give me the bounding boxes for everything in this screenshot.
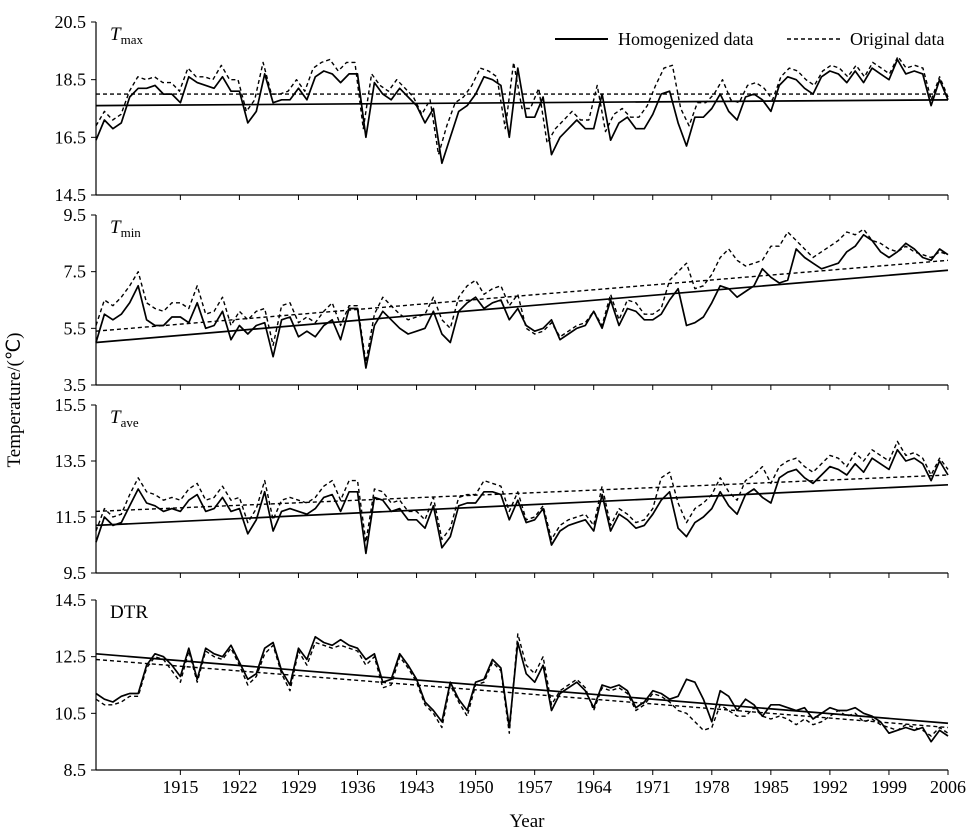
homogenized-data-line	[95, 448, 949, 555]
x-tick-label: 1971	[635, 777, 671, 797]
homogenized-trend-line	[95, 269, 949, 344]
x-tick-label: 1964	[576, 777, 612, 797]
original-trend-line	[95, 658, 949, 729]
panel-label: DTR	[110, 602, 148, 623]
x-tick-label: 1957	[517, 777, 553, 797]
homogenized-trend-line	[95, 99, 949, 107]
original-trend-line	[95, 474, 949, 513]
legend: Homogenized data Original data	[555, 29, 944, 49]
panel-label: Tmin	[110, 217, 141, 240]
y-tick-label: 14.5	[55, 185, 87, 205]
y-tick-label: 11.5	[55, 507, 86, 527]
original-data-line	[95, 228, 949, 363]
homogenized-data-line	[95, 233, 949, 369]
y-tick-label: 15.5	[55, 395, 87, 415]
x-tick-label: 1929	[280, 777, 316, 797]
x-tick-label: 1922	[221, 777, 257, 797]
y-tick-label: 7.5	[64, 262, 87, 282]
y-tick-label: 12.5	[55, 647, 87, 667]
original-data-line	[95, 440, 949, 543]
panel-3: 15.5 13.5 11.5 9.5 Tave	[55, 395, 949, 583]
y-axis-label: Temperature/(℃)	[4, 333, 25, 468]
y-tick-label: 10.5	[55, 703, 87, 723]
legend-label-original: Original data	[850, 29, 944, 49]
x-tick-label: 1992	[812, 777, 848, 797]
homogenized-data-line	[95, 635, 949, 743]
y-tick-label: 14.5	[55, 590, 87, 610]
y-tick-label: 9.5	[64, 563, 87, 583]
chart-panels: 20.5 18.5 16.5 14.5 Tmax 9.5 7.5 5.5 3.5 Tmin 15.5…	[55, 12, 949, 780]
x-axis-label: Year	[509, 811, 545, 832]
x-tick-label: 1999	[871, 777, 907, 797]
y-tick-label: 13.5	[55, 451, 87, 471]
y-tick-label: 9.5	[64, 205, 87, 225]
panel-1: 20.5 18.5 16.5 14.5 Tmax	[55, 12, 949, 205]
y-tick-label: 3.5	[64, 375, 87, 395]
x-tick-label: 2006	[930, 777, 966, 797]
x-tick-label: 1943	[399, 777, 435, 797]
panel-label: Tave	[110, 407, 139, 430]
y-tick-label: 20.5	[55, 12, 87, 32]
original-data-line	[95, 633, 949, 737]
x-tick-label: 1936	[340, 777, 376, 797]
x-tick-label: 1985	[753, 777, 789, 797]
panel-4: 14.5 12.5 10.5 8.5 DTR	[55, 590, 949, 780]
x-tick-label: 1915	[162, 777, 198, 797]
y-tick-label: 8.5	[64, 760, 87, 780]
homogenized-data-line	[95, 58, 949, 165]
panel-label: Tmax	[110, 24, 143, 47]
y-tick-label: 18.5	[55, 70, 87, 90]
original-data-line	[95, 55, 949, 156]
x-axis: 1915 1922 1929 1936 1943 1950 1957 1964 1971 1978…	[162, 777, 966, 797]
panel-2: 9.5 7.5 5.5 3.5 Tmin	[64, 205, 949, 395]
homogenized-trend-line	[95, 652, 949, 725]
y-tick-label: 16.5	[55, 127, 87, 147]
original-trend-line	[95, 259, 949, 332]
x-tick-label: 1950	[458, 777, 494, 797]
legend-label-homogenized: Homogenized data	[618, 29, 753, 49]
y-tick-label: 5.5	[64, 318, 87, 338]
x-tick-label: 1978	[694, 777, 730, 797]
